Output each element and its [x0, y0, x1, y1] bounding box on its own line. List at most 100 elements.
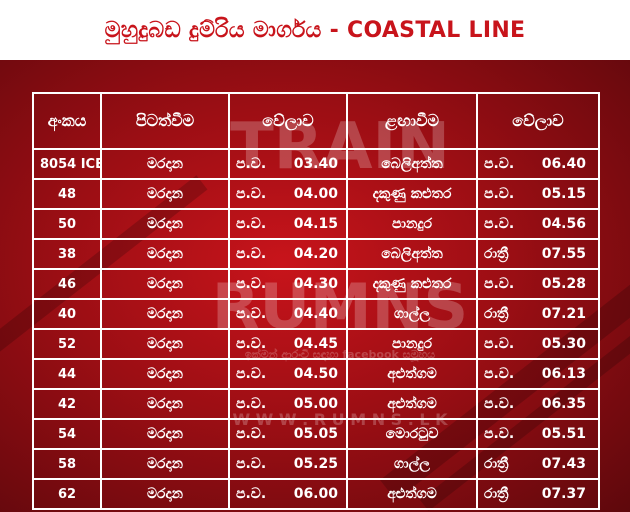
arrival-time: 05.51: [541, 426, 586, 442]
table-row: 40 මරදාන ප.ව. 04.40 ගාල්ල රාත්‍රී 07.21: [32, 298, 600, 330]
arrival-time: 04.56: [541, 216, 586, 232]
timetable: අංකය පිටත්වීම වේලාව ළඟාවීම වේලාව 8054 ICE මරද…: [32, 92, 600, 510]
table-row: 46 මරදාන ප.ව. 04.30 දකුණු කළුතර ප.ව. 05.28: [32, 268, 600, 300]
column-header-departure: පිටත්වීම: [100, 92, 230, 150]
departure-station: මරදාන: [100, 358, 230, 390]
arrival-station: ගාල්ල: [346, 448, 478, 480]
departure-time-cell: ප.ව. 04.00: [228, 178, 348, 210]
table-row: 52 මරදාන ප.ව. 04.45 පානදුර ප.ව. 05.30: [32, 328, 600, 360]
departure-time-period: ප.ව.: [236, 306, 267, 322]
departure-time-period: ප.ව.: [236, 336, 267, 352]
departure-time-period: ප.ව.: [236, 186, 267, 202]
departure-station: මරදාන: [100, 448, 230, 480]
train-number: 40: [32, 298, 102, 330]
arrival-time-cell: රාත්‍රී 07.55: [476, 238, 600, 270]
train-number: 50: [32, 208, 102, 240]
table-row: 42 මරදාන ප.ව. 05.00 අළුත්ගම ප.ව. 06.35: [32, 388, 600, 420]
departure-time-cell: ප.ව. 04.15: [228, 208, 348, 240]
departure-time: 03.40: [293, 156, 338, 172]
arrival-time-cell: ප.ව. 04.56: [476, 208, 600, 240]
arrival-time: 05.30: [541, 336, 586, 352]
departure-station: මරදාන: [100, 208, 230, 240]
departure-station: මරදාන: [100, 148, 230, 180]
departure-time: 04.20: [293, 246, 338, 262]
departure-time: 04.50: [293, 366, 338, 382]
departure-time-cell: ප.ව. 05.25: [228, 448, 348, 480]
departure-time: 04.15: [293, 216, 338, 232]
train-number: 38: [32, 238, 102, 270]
table-row: 50 මරදාන ප.ව. 04.15 පානදුර ප.ව. 04.56: [32, 208, 600, 240]
column-header-number: අංකය: [32, 92, 102, 150]
table-body: 8054 ICE මරදාන ප.ව. 03.40 බෙලිඅත්ත ප.ව. 06.40 4…: [32, 148, 600, 510]
departure-time-period: ප.ව.: [236, 216, 267, 232]
arrival-time-cell: රාත්‍රී 07.43: [476, 448, 600, 480]
departure-time: 05.00: [293, 396, 338, 412]
arrival-station: පානදුර: [346, 328, 478, 360]
arrival-time-cell: ප.ව. 05.28: [476, 268, 600, 300]
arrival-station: දකුණු කළුතර: [346, 268, 478, 300]
timetable-grid: අංකය පිටත්වීම වේලාව ළඟාවීම වේලාව 8054 ICE මරද…: [32, 92, 600, 510]
column-header-arrival-time: වේලාව: [476, 92, 600, 150]
table-row: 8054 ICE මරදාන ප.ව. 03.40 බෙලිඅත්ත ප.ව. 06.40: [32, 148, 600, 180]
arrival-station: මොරටුව: [346, 418, 478, 450]
arrival-time-period: රාත්‍රී: [484, 306, 509, 322]
arrival-time: 06.35: [541, 396, 586, 412]
arrival-time-period: ප.ව.: [484, 396, 515, 412]
departure-station: මරදාන: [100, 418, 230, 450]
departure-time: 05.25: [293, 456, 338, 472]
arrival-time: 06.40: [541, 156, 586, 172]
departure-time-period: ප.ව.: [236, 246, 267, 262]
departure-time-cell: ප.ව. 03.40: [228, 148, 348, 180]
arrival-station: දකුණු කළුතර: [346, 178, 478, 210]
table-row: 38 මරදාන ප.ව. 04.20 බෙලිඅත්ත රාත්‍රී 07.55: [32, 238, 600, 270]
departure-station: මරදාන: [100, 328, 230, 360]
arrival-time: 07.21: [541, 306, 586, 322]
table-header-row: අංකය පිටත්වීම වේලාව ළඟාවීම වේලාව: [32, 92, 600, 150]
train-number: 44: [32, 358, 102, 390]
departure-time: 04.30: [293, 276, 338, 292]
table-row: 54 මරදාන ප.ව. 05.05 මොරටුව ප.ව. 05.51: [32, 418, 600, 450]
arrival-station: බෙලිඅත්ත: [346, 148, 478, 180]
train-number: 48: [32, 178, 102, 210]
arrival-time-period: ප.ව.: [484, 186, 515, 202]
departure-time: 04.45: [293, 336, 338, 352]
column-header-departure-time: වේලාව: [228, 92, 348, 150]
arrival-time-cell: ප.ව. 06.13: [476, 358, 600, 390]
arrival-time-cell: ප.ව. 06.35: [476, 388, 600, 420]
arrival-time-period: ප.ව.: [484, 216, 515, 232]
arrival-station: ගාල්ල: [346, 298, 478, 330]
arrival-time-period: රාත්‍රී: [484, 246, 509, 262]
departure-station: මරදාන: [100, 388, 230, 420]
departure-time: 06.00: [293, 486, 338, 502]
column-header-arrival: ළඟාවීම: [346, 92, 478, 150]
departure-station: මරදාන: [100, 238, 230, 270]
departure-time-period: ප.ව.: [236, 396, 267, 412]
arrival-time-cell: ප.ව. 05.51: [476, 418, 600, 450]
departure-time: 04.40: [293, 306, 338, 322]
train-number: 54: [32, 418, 102, 450]
arrival-time: 06.13: [541, 366, 586, 382]
departure-station: මරදාන: [100, 268, 230, 300]
departure-station: මරදාන: [100, 478, 230, 510]
arrival-time-cell: රාත්‍රී 07.21: [476, 298, 600, 330]
arrival-station: අළුත්ගම: [346, 478, 478, 510]
departure-time-cell: ප.ව. 04.50: [228, 358, 348, 390]
arrival-time: 05.15: [541, 186, 586, 202]
arrival-time-cell: රාත්‍රී 07.37: [476, 478, 600, 510]
arrival-time-cell: ප.ව. 05.15: [476, 178, 600, 210]
departure-time-cell: ප.ව. 04.30: [228, 268, 348, 300]
train-number: 42: [32, 388, 102, 420]
departure-time-period: ප.ව.: [236, 486, 267, 502]
arrival-station: අළුත්ගම: [346, 388, 478, 420]
train-number: 8054 ICE: [32, 148, 102, 180]
departure-time: 04.00: [293, 186, 338, 202]
arrival-time: 05.28: [541, 276, 586, 292]
table-row: 48 මරදාන ප.ව. 04.00 දකුණු කළුතර ප.ව. 05.15: [32, 178, 600, 210]
table-row: 58 මරදාන ප.ව. 05.25 ගාල්ල රාත්‍රී 07.43: [32, 448, 600, 480]
train-number: 52: [32, 328, 102, 360]
arrival-station: බෙලිඅත්ත: [346, 238, 478, 270]
arrival-time-period: ප.ව.: [484, 336, 515, 352]
departure-time-cell: ප.ව. 06.00: [228, 478, 348, 510]
arrival-time-period: ප.ව.: [484, 426, 515, 442]
train-number: 62: [32, 478, 102, 510]
